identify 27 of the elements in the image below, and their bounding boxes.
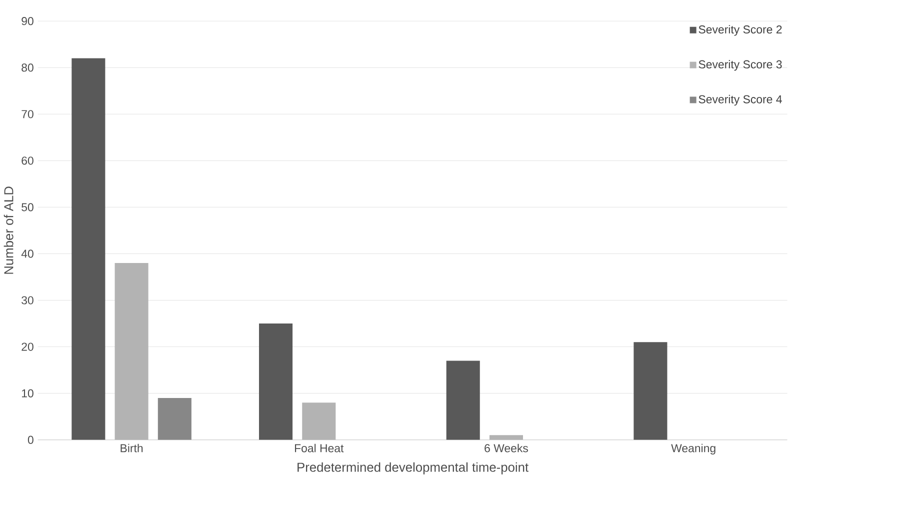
x-tick-label: Weaning [671, 444, 716, 454]
y-axis-title: Number of ALD [4, 186, 14, 274]
y-tick-label: 30 [22, 296, 34, 304]
bar [114, 262, 148, 440]
bar [489, 434, 524, 440]
bar [258, 323, 293, 440]
y-tick-label: 40 [21, 249, 34, 258]
y-tick-label: 20 [22, 342, 34, 351]
bar [302, 402, 336, 440]
bar [72, 58, 106, 440]
bar [634, 342, 668, 440]
y-tick-label: 60 [22, 156, 34, 165]
bar [158, 398, 192, 440]
y-tick-label: 70 [22, 110, 34, 118]
legend-label: Severity Score 4 [698, 94, 782, 106]
x-tick-label: Birth [120, 444, 143, 452]
y-tick-label: 50 [22, 202, 34, 212]
y-tick-label: 80 [22, 63, 34, 72]
legend-label: Severity Score 2 [698, 24, 782, 36]
x-tick-label: 6 Weeks [484, 444, 528, 452]
bar [446, 360, 480, 440]
y-tick-label: 90 [22, 16, 34, 25]
legend-label: Severity Score 3 [698, 60, 782, 70]
x-tick-label: Foal Heat [295, 444, 344, 452]
y-tick-label: 10 [22, 389, 34, 398]
x-axis-title: Predetermined developmental time-point [298, 462, 528, 474]
y-tick-label: 0 [28, 436, 34, 444]
